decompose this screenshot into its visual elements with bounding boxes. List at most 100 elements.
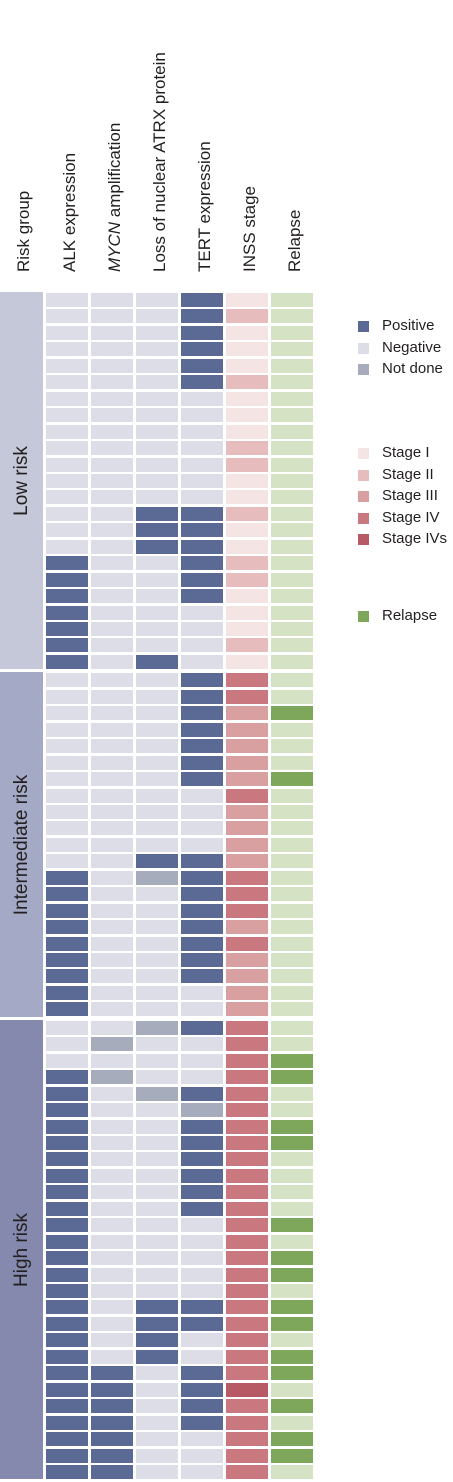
- heatmap-cell-atrx: [136, 358, 178, 373]
- heatmap-cell-tert: [181, 375, 223, 390]
- heatmap-cell-alk: [46, 837, 88, 852]
- heatmap-cell-tert: [181, 739, 223, 754]
- heatmap-cell-atrx: [136, 772, 178, 787]
- heatmap-cell-inss: [226, 358, 268, 373]
- heatmap-cell-relapse: [271, 490, 313, 505]
- heatmap-cell-tert: [181, 457, 223, 472]
- column-header-relapse: Relapse: [283, 210, 307, 272]
- column-header-text: ALK expression: [58, 153, 82, 272]
- heatmap-cell-inss: [226, 622, 268, 636]
- heatmap-cell-atrx: [136, 506, 178, 521]
- heatmap-cell-atrx: [136, 605, 178, 620]
- column-header-label: INSS stage: [240, 186, 259, 272]
- heatmap-cell-inss: [226, 342, 268, 357]
- heatmap-cell-alk: [46, 441, 88, 456]
- heatmap-cell-relapse: [271, 309, 313, 324]
- heatmap-cell-relapse: [271, 1070, 313, 1085]
- heatmap-cell-alk: [46, 1267, 88, 1282]
- heatmap-cell-atrx: [136, 309, 178, 324]
- heatmap-cell-alk: [46, 638, 88, 653]
- heatmap-cell-relapse: [271, 1399, 313, 1414]
- heatmap-cell-inss: [226, 293, 268, 307]
- legend-swatch: [358, 491, 369, 502]
- heatmap-cell-tert: [181, 1333, 223, 1348]
- heatmap-cell-relapse: [271, 821, 313, 836]
- heatmap-cell-inss: [226, 920, 268, 935]
- heatmap-cell-alk: [46, 804, 88, 819]
- heatmap-cell-tert: [181, 1201, 223, 1216]
- heatmap-cell-inss: [226, 821, 268, 836]
- heatmap-cell-alk: [46, 1448, 88, 1463]
- heatmap-cell-inss: [226, 772, 268, 787]
- heatmap-cell-relapse: [271, 804, 313, 819]
- heatmap-cell-atrx: [136, 870, 178, 885]
- heatmap-cell-inss: [226, 1415, 268, 1430]
- heatmap-cell-mycn: [91, 1464, 133, 1479]
- heatmap-cell-inss: [226, 788, 268, 803]
- risk-group-label: High risk: [0, 1020, 43, 1481]
- column-header-mycn: MYCN amplification: [103, 123, 127, 272]
- heatmap-cell-relapse: [271, 523, 313, 538]
- heatmap-cell-mycn: [91, 1284, 133, 1298]
- heatmap-cell-inss: [226, 325, 268, 340]
- risk-group-header: Risk group: [12, 191, 36, 272]
- heatmap-cell-alk: [46, 689, 88, 704]
- heatmap-cell-mycn: [91, 837, 133, 852]
- heatmap-cell-relapse: [271, 638, 313, 653]
- heatmap-cell-atrx: [136, 1152, 178, 1167]
- heatmap-cell-inss: [226, 1284, 268, 1298]
- heatmap-cell-alk: [46, 572, 88, 587]
- heatmap-cell-atrx: [136, 539, 178, 554]
- heatmap-cell-mycn: [91, 325, 133, 340]
- heatmap-cell-atrx: [136, 1448, 178, 1463]
- heatmap-cell-atrx: [136, 1300, 178, 1315]
- heatmap-cell-relapse: [271, 837, 313, 852]
- heatmap-cell-tert: [181, 1316, 223, 1331]
- heatmap-cell-atrx: [136, 490, 178, 505]
- legend-label: Not done: [382, 360, 443, 377]
- heatmap-cell-mycn: [91, 1002, 133, 1017]
- heatmap-cell-relapse: [271, 854, 313, 869]
- column-header-text: Relapse: [283, 210, 307, 272]
- heatmap-cell-relapse: [271, 985, 313, 1000]
- heatmap-cell-atrx: [136, 441, 178, 456]
- heatmap-cell-tert: [181, 788, 223, 803]
- heatmap-cell-inss: [226, 1020, 268, 1035]
- heatmap-cell-inss: [226, 654, 268, 669]
- heatmap-cell-inss: [226, 1168, 268, 1183]
- heatmap-cell-alk: [46, 1432, 88, 1447]
- heatmap-cell-relapse: [271, 1284, 313, 1298]
- heatmap-cell-atrx: [136, 1002, 178, 1017]
- heatmap-cell-alk: [46, 854, 88, 869]
- heatmap-cell-atrx: [136, 638, 178, 653]
- heatmap-cell-mycn: [91, 589, 133, 604]
- heatmap-cell-relapse: [271, 539, 313, 554]
- heatmap-cell-alk: [46, 539, 88, 554]
- heatmap-cell-atrx: [136, 391, 178, 406]
- heatmap-cell-alk: [46, 556, 88, 571]
- heatmap-cell-alk: [46, 821, 88, 836]
- risk-group-label: Intermediate risk: [0, 672, 43, 1017]
- heatmap-cell-mycn: [91, 654, 133, 669]
- heatmap-cell-mycn: [91, 1103, 133, 1118]
- heatmap-cell-alk: [46, 755, 88, 770]
- heatmap-cell-mycn: [91, 1070, 133, 1085]
- column-header-text: TERT expression: [193, 141, 217, 272]
- legend-swatch: [358, 611, 369, 622]
- heatmap-cell-atrx: [136, 689, 178, 704]
- heatmap-cell-atrx: [136, 342, 178, 357]
- column-header-italic: MYCN: [105, 221, 124, 272]
- heatmap-cell-mycn: [91, 953, 133, 967]
- heatmap-cell-mycn: [91, 1333, 133, 1348]
- heatmap-cell-relapse: [271, 706, 313, 721]
- heatmap-cell-mycn: [91, 969, 133, 984]
- heatmap-cell-tert: [181, 1053, 223, 1068]
- heatmap-cell-inss: [226, 739, 268, 754]
- risk-group-bar-0: [0, 292, 43, 670]
- heatmap-cell-inss: [226, 936, 268, 951]
- heatmap-cell-alk: [46, 953, 88, 967]
- heatmap-cell-tert: [181, 358, 223, 373]
- column-header-label: Loss of nuclear ATRX protein: [150, 52, 169, 272]
- heatmap-cell-mycn: [91, 1086, 133, 1101]
